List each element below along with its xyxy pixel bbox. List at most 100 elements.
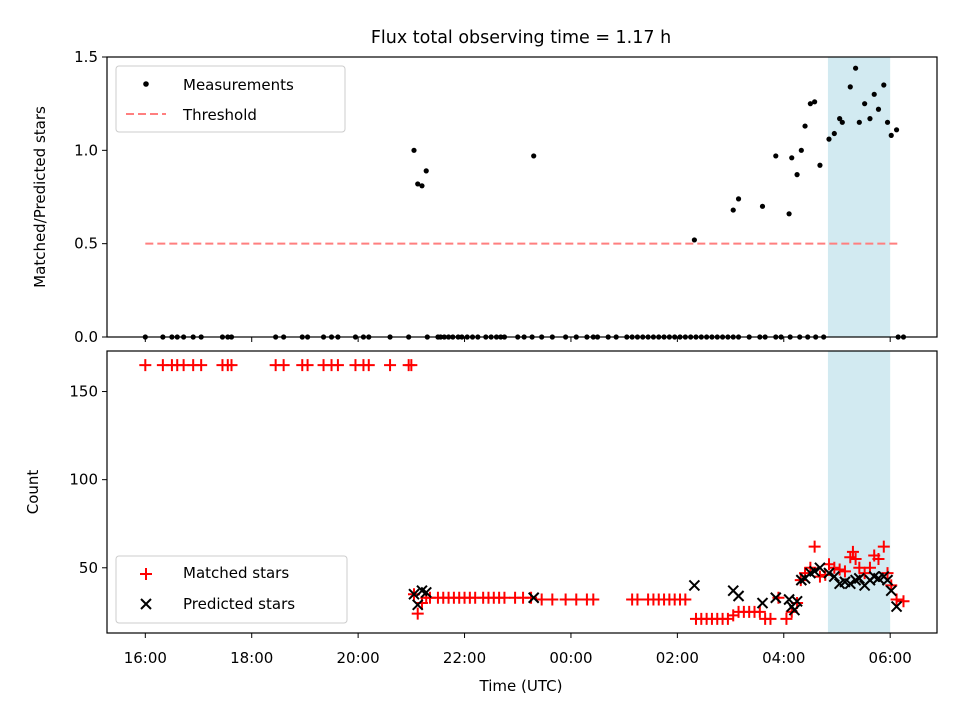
- predicted-star-point: [853, 572, 866, 585]
- matched-star-point: [405, 359, 418, 372]
- legend-predicted-label: Predicted stars: [183, 595, 295, 613]
- legend-measurements-label: Measurements: [183, 76, 294, 94]
- measurement-point: [893, 127, 900, 133]
- matched-star-point: [570, 593, 583, 606]
- x-tick-label: 02:00: [656, 649, 699, 667]
- matched-star-point: [277, 359, 290, 372]
- matched-star-point: [631, 593, 644, 606]
- measurement-point: [871, 91, 877, 97]
- measurement-point: [881, 82, 887, 88]
- x-tick-label: 00:00: [549, 649, 592, 667]
- matched-star-point: [411, 607, 424, 620]
- matched-star-point: [764, 612, 777, 625]
- measurement-point: [862, 101, 868, 107]
- measurement-point: [826, 136, 832, 142]
- matched-star-point: [897, 595, 910, 608]
- matched-star-point: [559, 593, 572, 606]
- measurement-point: [807, 101, 813, 107]
- matched-star-point: [753, 605, 766, 618]
- measurement-point: [423, 168, 429, 174]
- y-tick-label: 150: [69, 383, 98, 401]
- measurement-point: [759, 203, 766, 209]
- predicted-star-point: [420, 586, 432, 599]
- predicted-star-point: [412, 599, 424, 611]
- measurement-point: [884, 119, 891, 125]
- x-axis-label: Time (UTC): [479, 677, 563, 695]
- y-tick-label: 1.5: [74, 48, 98, 66]
- measurement-point: [419, 183, 425, 189]
- predicted-star-point: [890, 600, 903, 613]
- measurement-point: [773, 153, 779, 159]
- predicted-star-point: [823, 567, 835, 579]
- measurement-point: [735, 196, 742, 202]
- matched-star-point: [384, 359, 397, 372]
- predicted-star-point: [527, 592, 540, 604]
- measurement-point: [794, 172, 800, 178]
- measurement-point: [852, 65, 859, 71]
- x-tick-label: 18:00: [230, 649, 273, 667]
- ratio-axes-frame: [106, 56, 938, 338]
- legend-matched-label: Matched stars: [183, 564, 289, 582]
- matched-star-point: [858, 567, 871, 580]
- matched-star-point: [877, 540, 890, 553]
- count-legend: Matched stars Predicted stars: [115, 555, 348, 624]
- x-tick-label: 16:00: [124, 649, 167, 667]
- matched-star-point: [819, 568, 832, 581]
- matched-star-point: [838, 565, 851, 578]
- y-tick-label: 50: [79, 559, 98, 577]
- measurement-point: [839, 119, 845, 125]
- ratio-highlight-span: [827, 57, 891, 337]
- measurement-point: [856, 119, 862, 125]
- matched-star-point: [301, 359, 314, 372]
- matched-star-point: [195, 359, 208, 372]
- matched-star-point: [849, 552, 862, 565]
- matched-star-point: [780, 612, 793, 625]
- matched-star-point: [546, 593, 559, 606]
- matched-star-point: [525, 591, 538, 604]
- measurement-point: [847, 84, 853, 90]
- matched-star-point: [828, 561, 841, 574]
- x-tick-label: 22:00: [443, 649, 486, 667]
- measurement-point: [798, 147, 804, 153]
- count-axes-frame: [106, 350, 938, 634]
- ratio-panel: 0.0 0.5 1.0 1.5 Matched/Predicted stars Mea…: [31, 48, 938, 346]
- predicted-star-point: [788, 604, 801, 616]
- measurement-point: [875, 106, 882, 112]
- matched-star-point: [679, 593, 692, 606]
- legend-predicted-marker: [140, 598, 152, 610]
- measurement-point: [831, 130, 837, 137]
- predicted-star-point: [881, 574, 894, 586]
- count-highlight-span: [827, 351, 891, 633]
- ratio-legend: Measurements Threshold: [115, 65, 346, 133]
- measurement-point: [415, 181, 421, 187]
- matched-star-point: [872, 552, 885, 565]
- predicted-star-point: [844, 577, 856, 590]
- measurement-point: [786, 211, 792, 217]
- legend-threshold-label: Threshold: [182, 106, 257, 124]
- predicted-star-point: [814, 562, 826, 574]
- predicted-star-point: [732, 590, 745, 602]
- measurement-point: [789, 155, 795, 161]
- predicted-star-point: [408, 588, 420, 600]
- x-tick-label: 04:00: [762, 649, 805, 667]
- measurement-point: [812, 99, 818, 105]
- x-tick-label: 20:00: [337, 649, 380, 667]
- matched-star-point: [535, 593, 548, 606]
- matched-star-point: [362, 359, 375, 372]
- measurement-point: [837, 116, 843, 122]
- matched-star-point: [833, 563, 846, 576]
- predicted-star-point: [770, 592, 782, 604]
- measurement-point: [802, 123, 808, 129]
- count-y-axis-label: Count: [24, 470, 42, 515]
- predicted-star-point: [756, 597, 769, 609]
- count-legend-box: [115, 555, 348, 624]
- predicted-star-point: [808, 565, 821, 578]
- measurement-point: [730, 207, 736, 213]
- matched-star-point: [846, 545, 859, 558]
- y-tick-label: 1.0: [74, 141, 98, 159]
- chart-title: Flux total observing time = 1.17 h: [371, 28, 671, 48]
- measurement-point: [531, 153, 537, 159]
- matched-star-point: [498, 591, 511, 604]
- y-tick-label: 0.5: [74, 235, 98, 253]
